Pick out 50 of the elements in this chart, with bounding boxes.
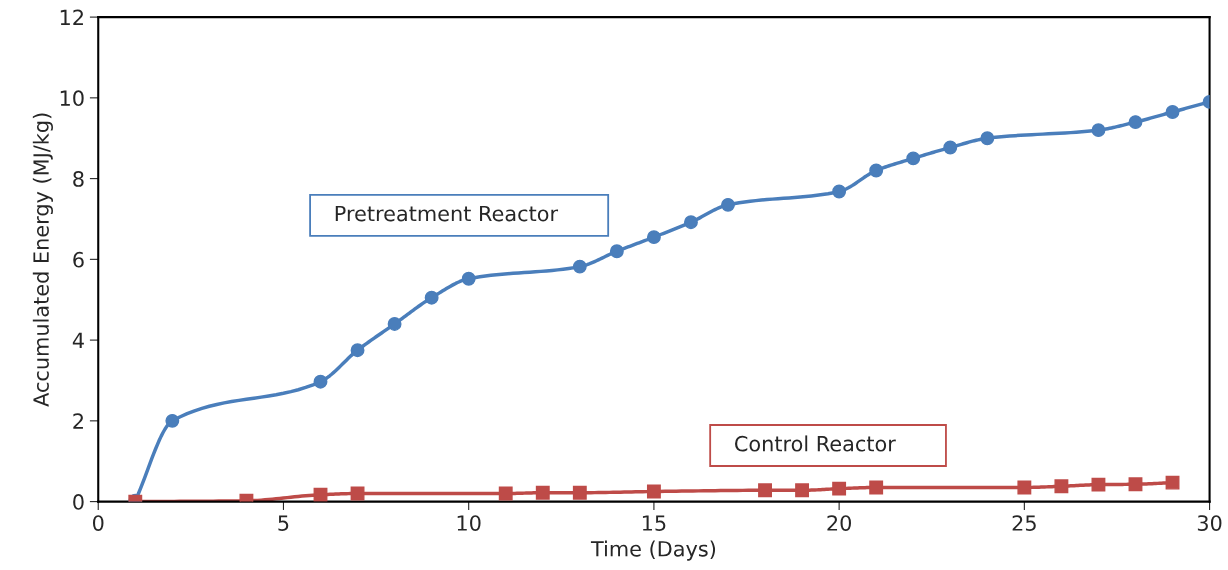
point xyxy=(1165,105,1180,119)
point xyxy=(1054,479,1069,494)
point xyxy=(350,343,365,358)
point xyxy=(980,131,995,146)
point xyxy=(535,485,550,500)
point xyxy=(758,483,772,498)
point xyxy=(609,244,624,259)
point xyxy=(461,271,476,286)
series-label: Control Reactor xyxy=(735,435,896,452)
y-tick-label: 0 xyxy=(73,494,84,510)
x-tick-label: 25 xyxy=(1012,515,1036,531)
x-tick-label: 10 xyxy=(457,515,481,531)
point xyxy=(795,483,810,498)
point xyxy=(832,184,847,199)
y-tick-label: 6 xyxy=(73,251,84,268)
point xyxy=(1091,477,1106,492)
point xyxy=(832,481,847,496)
x-tick-label: 30 xyxy=(1197,515,1222,531)
point xyxy=(646,484,661,499)
point xyxy=(721,197,735,212)
x-tick-label: 20 xyxy=(827,515,851,531)
point xyxy=(498,486,513,501)
point xyxy=(165,413,180,428)
point xyxy=(646,230,661,245)
point xyxy=(1017,480,1032,495)
text: Pretreatment Reactor xyxy=(335,205,559,222)
y-axis-title: Accumulated Energy (MJ/kg) xyxy=(32,113,53,407)
point xyxy=(1128,477,1143,492)
point xyxy=(572,485,587,500)
point xyxy=(572,259,587,274)
x-tick-label: 0 xyxy=(92,515,104,531)
y-tick-label: 10 xyxy=(60,90,84,107)
x-axis-title: Time (Days) xyxy=(590,540,716,561)
point xyxy=(424,290,439,305)
point xyxy=(387,317,402,331)
y-tick-label: 12 xyxy=(60,9,83,26)
point xyxy=(906,151,921,166)
y-tick-label: 8 xyxy=(73,171,84,187)
x-tick-label: 15 xyxy=(642,515,666,531)
point xyxy=(1165,475,1180,490)
y-tick-label: 4 xyxy=(72,332,84,349)
point xyxy=(1128,115,1143,130)
point xyxy=(869,163,884,178)
point xyxy=(869,480,884,495)
point xyxy=(313,374,328,389)
y-tick-label: 2 xyxy=(73,413,83,429)
point xyxy=(684,215,698,230)
point xyxy=(1091,123,1106,138)
x-tick-label: 5 xyxy=(278,515,289,531)
point xyxy=(943,140,958,155)
